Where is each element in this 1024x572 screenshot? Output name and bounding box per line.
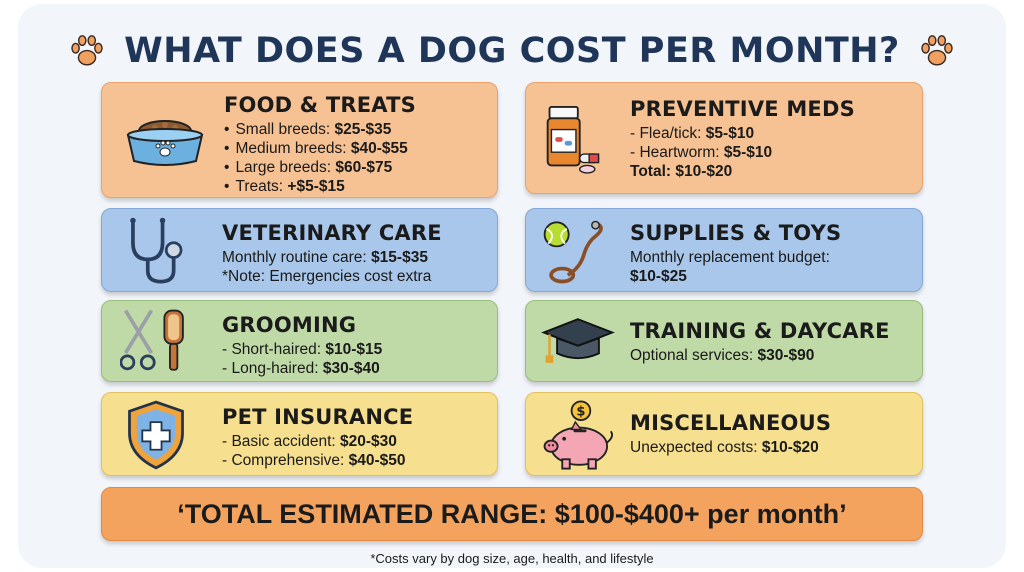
card-heading: TRAINING & DAYCARE [630, 319, 890, 343]
stethoscope-icon [130, 217, 183, 284]
list-item: • Treats: +$5-$15 [224, 178, 345, 195]
title-bar: WHAT DOES A DOG COST PER MONTH? [0, 26, 1024, 76]
dog-bowl-icon [126, 120, 204, 166]
footnote: *Costs vary by dog size, age, health, an… [370, 551, 654, 566]
total-range-banner: ‘TOTAL ESTIMATED RANGE: $100-$400+ per m… [101, 487, 923, 541]
grooming-card: GROOMING - Short-haired: $10-$15 - Long-… [101, 300, 498, 382]
miscellaneous-card: $ MISCELLANEOUS Unexpected costs: $10-$2… [525, 392, 923, 476]
note-line: *Note: Emergencies cost extra [222, 268, 432, 285]
pill-bottle-icon [546, 106, 600, 174]
svg-text:$: $ [576, 404, 585, 419]
page-title: WHAT DOES A DOG COST PER MONTH? [124, 31, 900, 71]
food-treats-card: FOOD & TREATS • Small breeds: $25-$35 • Me… [101, 82, 498, 198]
list-item: • Small breeds: $25-$35 [224, 121, 392, 138]
shield-icon [128, 400, 184, 470]
list-item: Unexpected costs: $10-$20 [630, 439, 819, 456]
card-heading: GROOMING [222, 313, 357, 337]
graduation-cap-icon [541, 318, 615, 363]
piggy-bank-icon: $ [543, 400, 613, 470]
list-item: - Basic accident: $20-$30 [222, 433, 397, 450]
pet-insurance-card: PET INSURANCE - Basic accident: $20-$30 … [101, 392, 498, 476]
card-heading: VETERINARY CARE [222, 221, 442, 245]
list-item: • Medium breeds: $40-$55 [224, 140, 408, 157]
card-heading: PET INSURANCE [222, 405, 414, 429]
card-heading: PREVENTIVE MEDS [630, 97, 855, 121]
list-item: - Comprehensive: $40-$50 [222, 452, 406, 469]
list-item: - Flea/tick: $5-$10 [630, 125, 755, 142]
list-item: Monthly replacement budget: [630, 249, 830, 266]
card-heading: SUPPLIES & TOYS [630, 221, 842, 245]
list-item: Monthly routine care: $15-$35 [222, 249, 428, 266]
veterinary-care-card: VETERINARY CARE Monthly routine care: $1… [101, 208, 498, 292]
card-heading: MISCELLANEOUS [630, 411, 832, 435]
ball-and-leash-icon [543, 220, 603, 284]
total-line: Total: $10-$20 [630, 163, 733, 180]
preventive-meds-card: PREVENTIVE MEDS - Flea/tick: $5-$10 - He… [525, 82, 923, 194]
list-item: Optional services: $30-$90 [630, 347, 815, 364]
list-item: - Long-haired: $30-$40 [222, 360, 380, 377]
training-daycare-card: TRAINING & DAYCARE Optional services: $3… [525, 300, 923, 382]
scissors-and-brush-icon [120, 309, 184, 371]
list-item: - Heartworm: $5-$10 [630, 144, 773, 161]
paw-print-icon [921, 35, 953, 66]
list-item: • Large breeds: $60-$75 [224, 159, 393, 176]
card-heading: FOOD & TREATS [224, 93, 416, 117]
list-item: $10-$25 [630, 268, 687, 285]
list-item: - Short-haired: $10-$15 [222, 341, 383, 358]
paw-print-icon [71, 35, 103, 66]
supplies-toys-card: SUPPLIES & TOYS Monthly replacement budg… [525, 208, 923, 292]
